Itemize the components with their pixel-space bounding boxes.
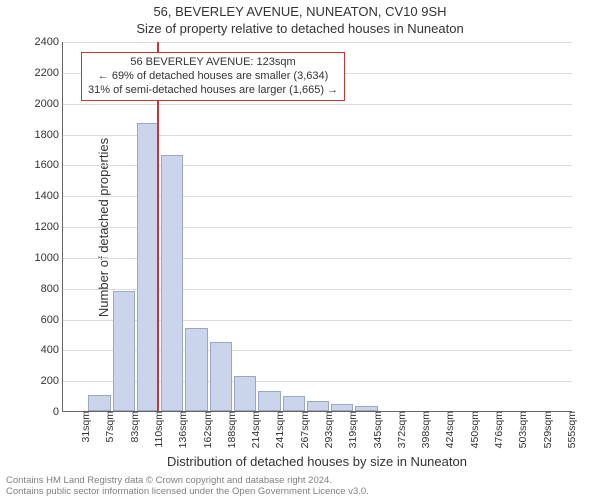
annotation-line1: 56 BEVERLEY AVENUE: 123sqm — [88, 56, 338, 70]
x-tick-label: 555sqm — [560, 411, 578, 448]
footer-line2: Contains public sector information licen… — [6, 487, 369, 498]
x-tick-label: 345sqm — [366, 411, 384, 448]
x-axis-title: Distribution of detached houses by size … — [62, 454, 572, 469]
x-tick-label: 293sqm — [317, 411, 335, 448]
grid-line — [63, 42, 572, 43]
x-tick-label: 162sqm — [196, 411, 214, 448]
x-tick-label: 450sqm — [463, 411, 481, 448]
y-tick-label: 1200 — [35, 221, 63, 233]
annotation-line2: ← 69% of detached houses are smaller (3,… — [88, 70, 338, 84]
histogram-bar — [307, 401, 329, 411]
histogram-bar — [185, 328, 207, 411]
x-tick-label: 398sqm — [414, 411, 432, 448]
title-block: 56, BEVERLEY AVENUE, NUNEATON, CV10 9SH … — [0, 0, 600, 36]
y-tick-label: 2000 — [35, 98, 63, 110]
histogram-bar — [88, 395, 110, 411]
plot-area: 0200400600800100012001400160018002000220… — [62, 42, 572, 412]
histogram-bar — [113, 291, 135, 411]
x-tick-label: 503sqm — [511, 411, 529, 448]
x-tick-label: 241sqm — [268, 411, 286, 448]
histogram-bar — [258, 391, 280, 411]
histogram-bar — [234, 376, 256, 411]
y-tick-label: 400 — [41, 344, 63, 356]
histogram-bar — [161, 155, 183, 411]
x-tick-label: 319sqm — [341, 411, 359, 448]
x-tick-label: 424sqm — [438, 411, 456, 448]
x-tick-label: 267sqm — [293, 411, 311, 448]
x-tick-label: 372sqm — [390, 411, 408, 448]
chart: 0200400600800100012001400160018002000220… — [62, 42, 572, 412]
y-tick-label: 0 — [53, 406, 63, 418]
y-tick-label: 1400 — [35, 190, 63, 202]
y-tick-label: 2400 — [35, 36, 63, 48]
x-tick-label: 188sqm — [220, 411, 238, 448]
x-tick-label: 83sqm — [123, 411, 141, 443]
histogram-bar — [210, 342, 232, 411]
main-title: 56, BEVERLEY AVENUE, NUNEATON, CV10 9SH — [0, 4, 600, 19]
x-tick-label: 136sqm — [171, 411, 189, 448]
x-tick-label: 476sqm — [487, 411, 505, 448]
sub-title: Size of property relative to detached ho… — [0, 21, 600, 36]
footer: Contains HM Land Registry data © Crown c… — [6, 476, 369, 498]
x-tick-label: 110sqm — [147, 411, 165, 448]
annotation-line3: 31% of semi-detached houses are larger (… — [88, 84, 338, 98]
grid-line — [63, 104, 572, 105]
y-tick-label: 600 — [41, 314, 63, 326]
x-tick-label: 57sqm — [98, 411, 116, 443]
y-tick-label: 2200 — [35, 67, 63, 79]
y-tick-label: 200 — [41, 375, 63, 387]
x-tick-label: 31sqm — [74, 411, 92, 443]
y-tick-label: 1000 — [35, 252, 63, 264]
y-tick-label: 1800 — [35, 129, 63, 141]
histogram-bar — [137, 123, 159, 411]
x-tick-label: 529sqm — [536, 411, 554, 448]
y-tick-label: 1600 — [35, 159, 63, 171]
annotation-box: 56 BEVERLEY AVENUE: 123sqm← 69% of detac… — [81, 52, 345, 101]
histogram-bar — [331, 404, 353, 411]
y-tick-label: 800 — [41, 283, 63, 295]
histogram-bar — [283, 396, 305, 411]
x-tick-label: 214sqm — [244, 411, 262, 448]
